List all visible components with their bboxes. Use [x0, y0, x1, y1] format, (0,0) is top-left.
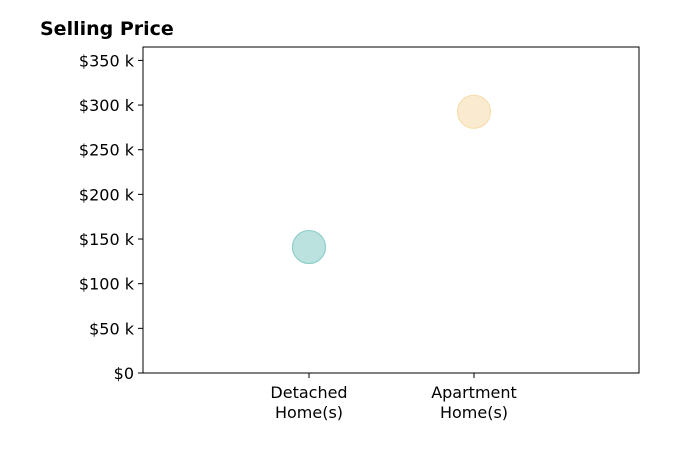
data-point	[291, 229, 327, 265]
y-tick-label: $250 k	[79, 141, 135, 160]
y-tick-label: $50 k	[89, 319, 135, 338]
x-tick-label: Apartment Home(s)	[431, 383, 517, 422]
y-tick-label: $300 k	[79, 96, 135, 115]
y-tick-label: $150 k	[79, 230, 135, 249]
x-axis: Detached Home(s) Apartment Home(s)	[270, 373, 517, 422]
data-points	[291, 94, 492, 265]
y-tick-label: $200 k	[79, 185, 135, 204]
x-tick-label: Detached Home(s)	[270, 383, 347, 422]
y-tick-label: $0	[114, 364, 134, 383]
chart-title: Selling Price	[40, 18, 174, 40]
y-axis: $0 $50 k $100 k $150 k $200 k $250 k $300 k $35…	[79, 51, 143, 383]
data-point	[456, 94, 492, 129]
y-tick-label: $100 k	[79, 275, 135, 294]
y-tick-label: $350 k	[79, 51, 135, 70]
plot-area-frame	[142, 46, 640, 374]
